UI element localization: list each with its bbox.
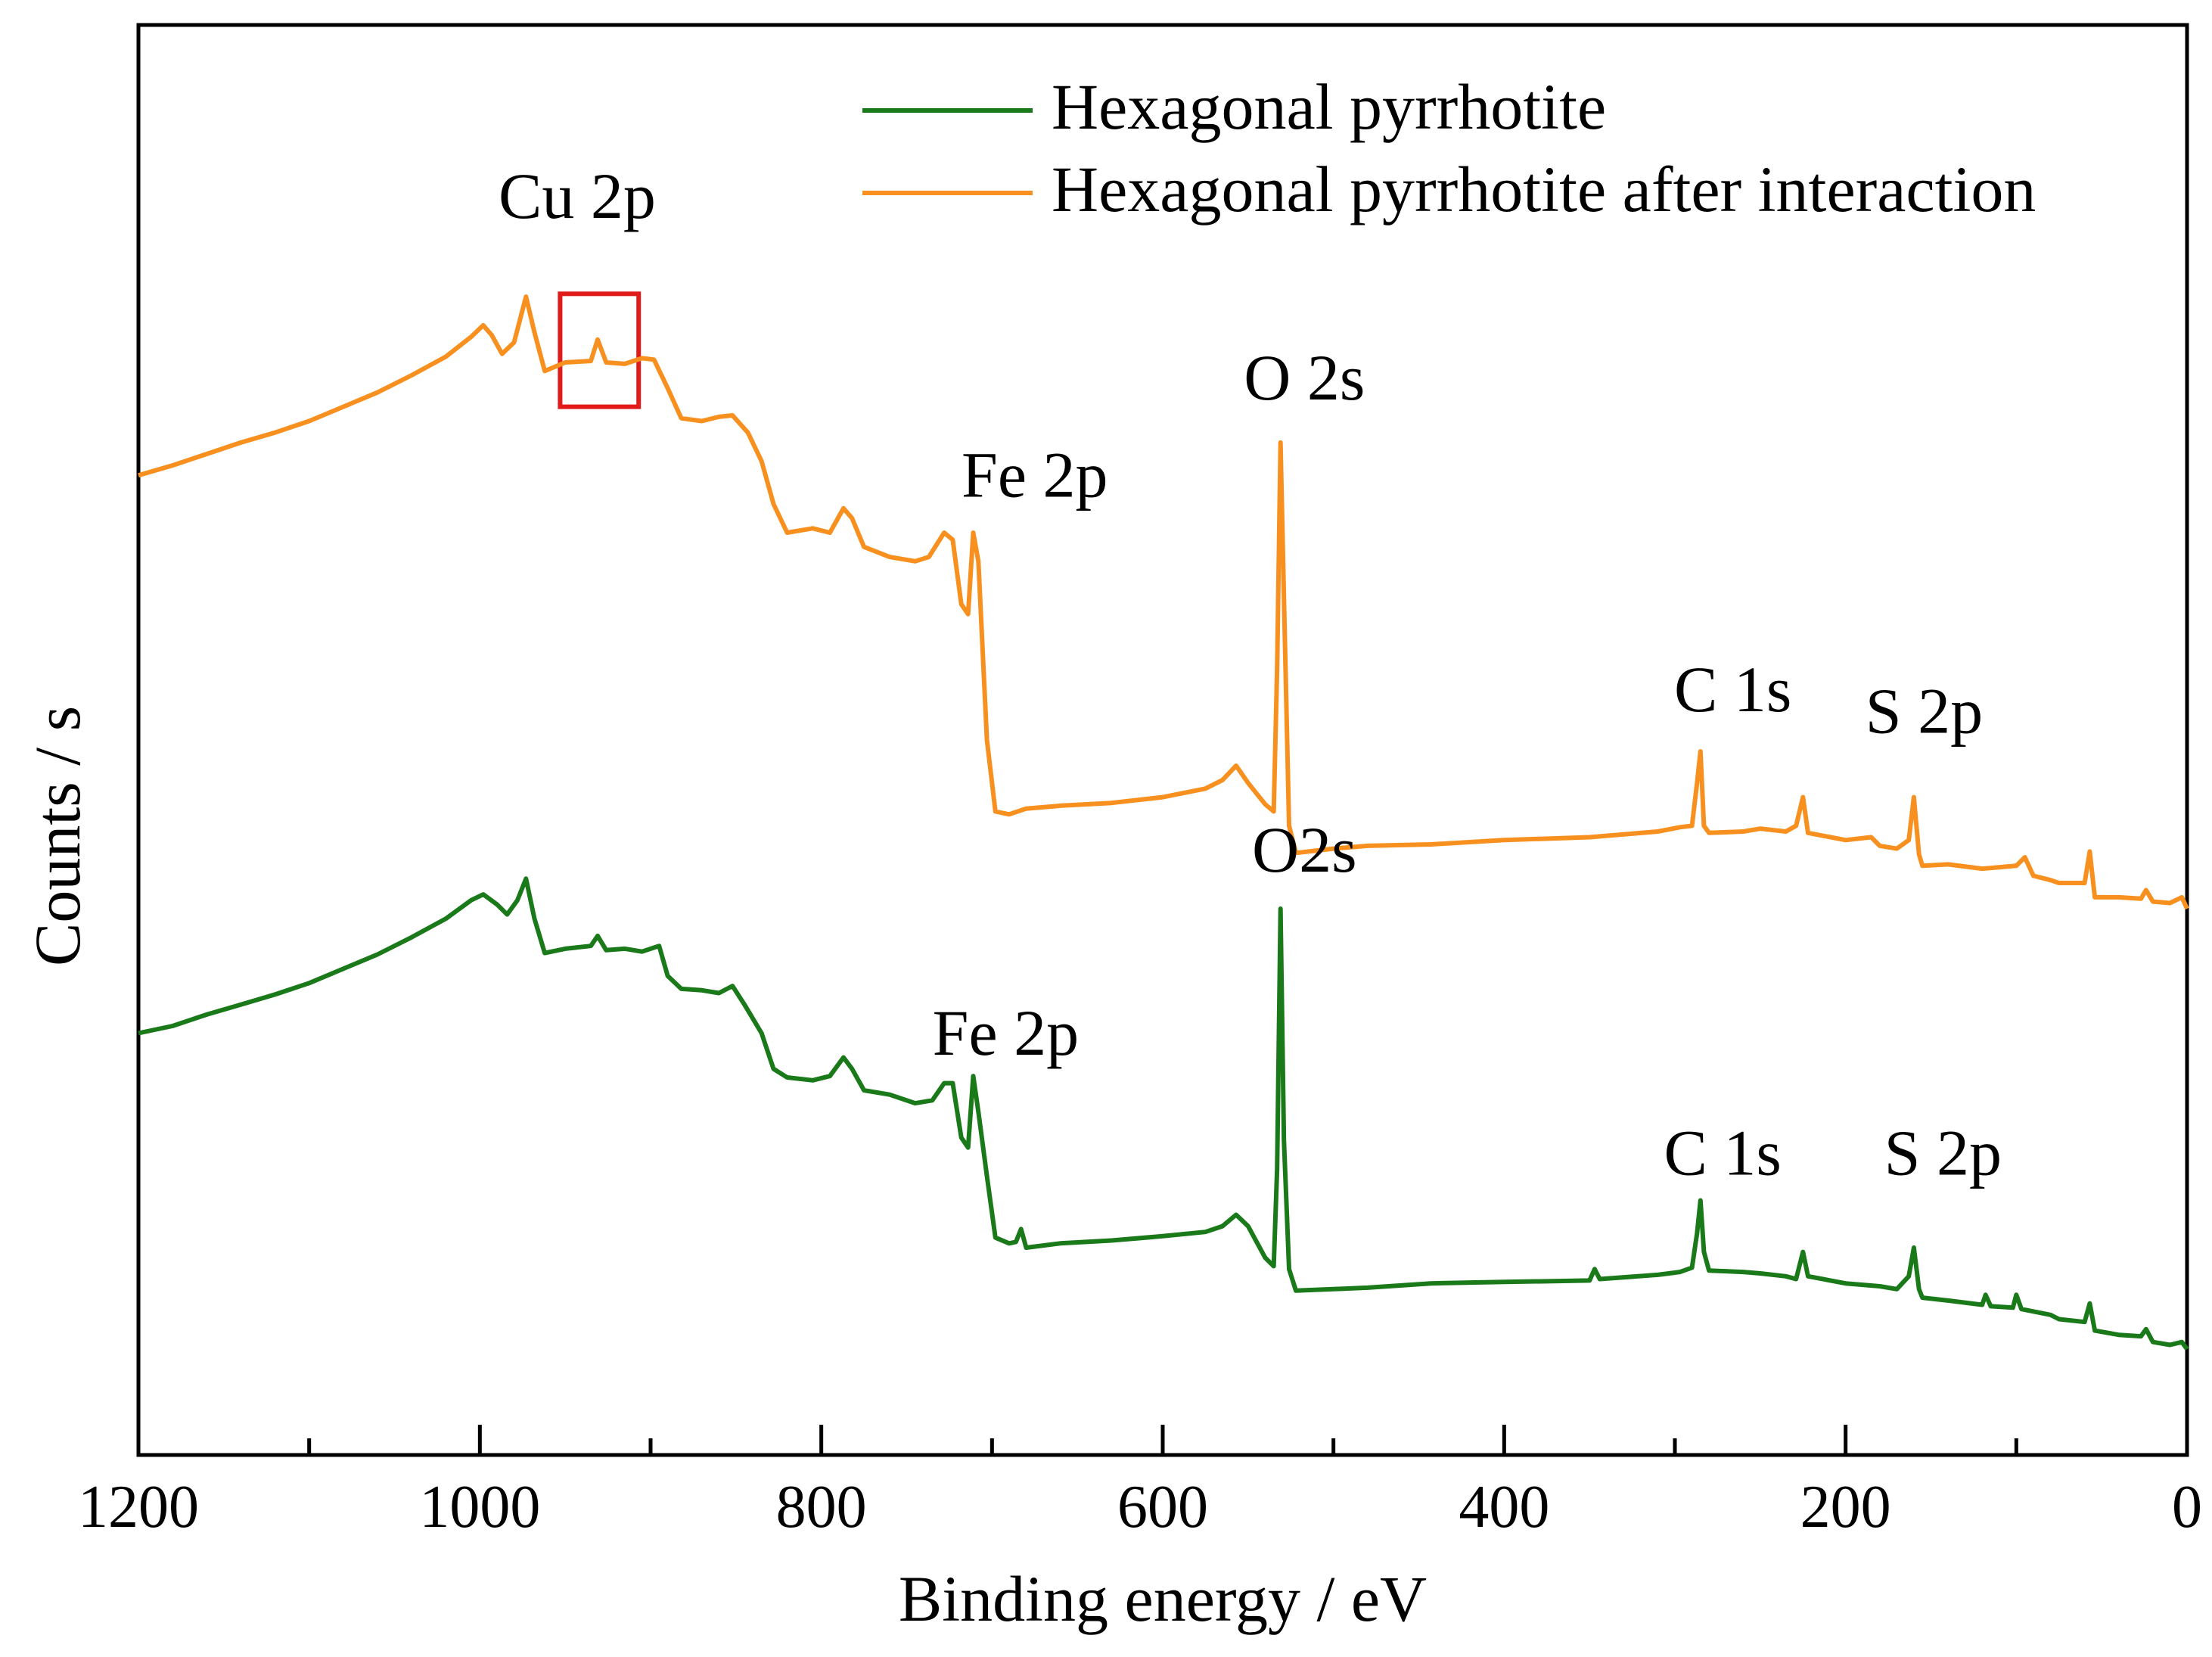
- x-tick-label: 800: [776, 1474, 867, 1540]
- x-axis-ticks: 1200 1000 800 600 400 200 0: [78, 1425, 2202, 1540]
- annotation-c1s-top: C 1s: [1674, 653, 1791, 726]
- y-axis-title: Counts / s: [21, 706, 94, 966]
- annotation-c1s-bottom: C 1s: [1664, 1117, 1782, 1189]
- annotation-fe2p-bottom: Fe 2p: [933, 996, 1080, 1069]
- series-line-hexagonal-pyrrhotite-after-interaction: [138, 294, 2189, 910]
- x-tick-label: 1000: [419, 1474, 540, 1540]
- annotation-o2s-bottom: O2s: [1252, 813, 1357, 886]
- cu2p-highlight-box: [558, 291, 642, 409]
- x-axis-title: Binding energy / eV: [899, 1562, 1427, 1635]
- x-tick-label: 1200: [78, 1474, 199, 1540]
- x-tick-label: 400: [1459, 1474, 1549, 1540]
- legend-label-hexagonal-pyrrhotite: Hexagonal pyrrhotite: [1052, 70, 1606, 143]
- series-layer: [138, 294, 2189, 1351]
- x-tick-label: 0: [2172, 1474, 2202, 1540]
- annotation-s2p-bottom: S 2p: [1884, 1117, 2002, 1189]
- annotation-cu2p: Cu 2p: [499, 160, 656, 232]
- series-line-hexagonal-pyrrhotite: [138, 876, 2189, 1351]
- x-tick-label: 200: [1800, 1474, 1891, 1540]
- annotation-fe2p-top: Fe 2p: [962, 439, 1108, 511]
- x-tick-label: 600: [1117, 1474, 1208, 1540]
- annotation-o2s-top: O 2s: [1244, 341, 1365, 414]
- peak-annotations: Cu 2p O 2s Fe 2p C 1s S 2p O2s Fe 2p C 1s S 2p: [499, 160, 2002, 1189]
- legend: Hexagonal pyrrhotite Hexagonal pyrrhotit…: [862, 70, 2036, 225]
- annotation-s2p-top: S 2p: [1866, 675, 1983, 748]
- legend-label-after-interaction: Hexagonal pyrrhotite after interaction: [1052, 153, 2036, 225]
